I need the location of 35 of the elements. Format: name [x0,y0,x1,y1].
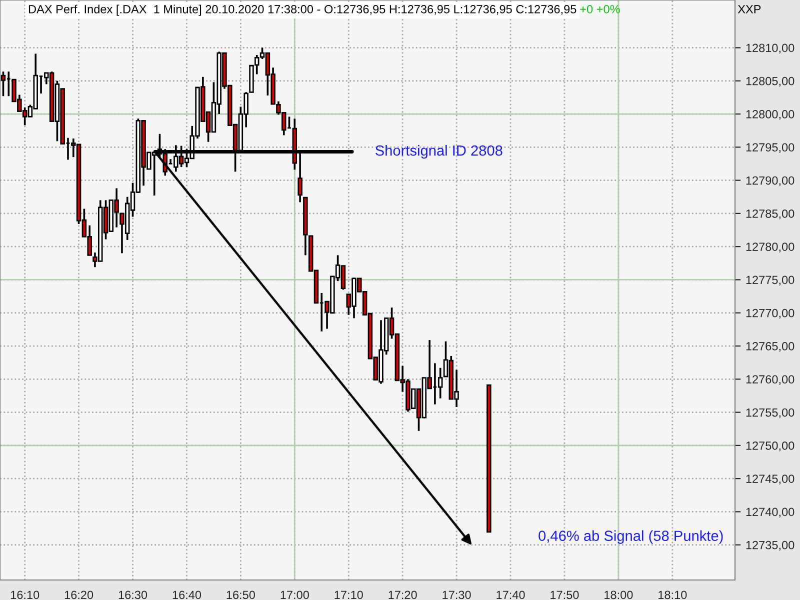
y-tick-label: 12765,00 [746,342,794,352]
y-tick-label: 12770,00 [746,308,794,319]
y-tick-label: 12740,00 [746,508,794,518]
x-tick-label: 16:20 [64,590,94,600]
x-tick-label: 17:10 [334,590,363,600]
y-tick-label: 12760,00 [746,375,794,385]
annotation: 0,46% ab Signal (58 Punkte) [538,530,723,544]
x-tick-label: 17:30 [442,590,471,600]
y-tick-label: 12735,00 [746,540,794,551]
text: XXP [738,5,761,14]
x-tick-label: 16:30 [118,590,148,600]
candlestick [438,366,443,400]
y-tick-label: 12755,00 [746,408,794,418]
x-tick-label: 17:40 [496,590,525,600]
x-tick-label: 17:50 [550,590,579,600]
x-tick-label: 17:00 [280,590,309,600]
y-tick-label: 12805,00 [746,76,794,87]
y-tick-label: 12800,00 [746,110,794,120]
y-tick-label: 12750,00 [746,441,794,452]
x-tick-label: 16:10 [10,590,40,600]
chart-title: DAX Perf. Index [.DAX 1 Minute] 20.10.2020 17:38:00 - O:12736,95 H:12736,95 L:12736,95 C:12736,95 [28,4,576,16]
x-tick-label: 18:10 [658,590,687,600]
y-tick-label: 12780,00 [746,242,794,252]
y-tick-label: 12795,00 [746,143,794,153]
chart-subtitle: +0 +0% [580,5,620,14]
x-tick-label: 16:50 [226,590,255,600]
y-tick-label: 12745,00 [746,474,794,484]
x-tick-label: 16:40 [172,590,202,600]
y-tick-label: 12790,00 [746,176,794,186]
x-tick-label: 18:00 [604,590,633,600]
x-tick-label: 17:20 [388,590,417,600]
ref-line-label: Shortsignal ID 2808 [376,144,502,159]
y-tick-label: 12775,00 [746,276,794,286]
y-tick-label: 12785,00 [746,209,794,220]
y-tick-label: 12810,00 [746,44,794,54]
